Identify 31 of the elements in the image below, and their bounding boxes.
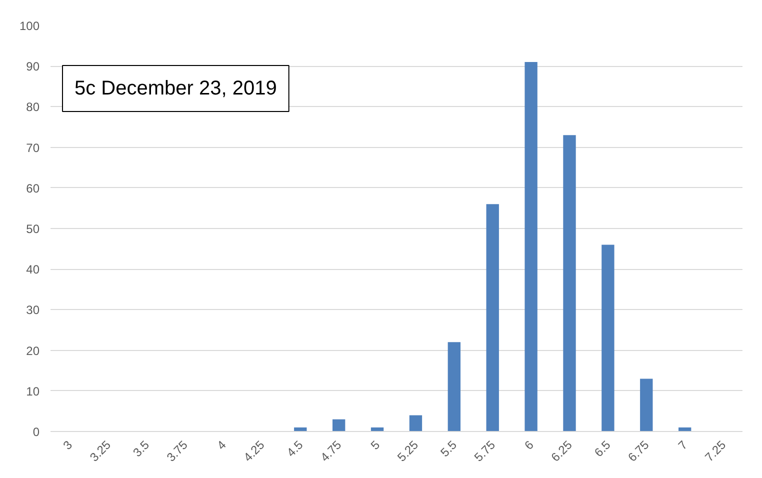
bar — [448, 342, 461, 432]
y-tick-label: 20 — [26, 344, 40, 358]
y-tick-label: 50 — [26, 222, 40, 236]
x-tick-label: 4 — [214, 438, 230, 453]
bar — [486, 204, 499, 432]
x-tick-label: 7 — [676, 438, 690, 453]
y-tick-label: 90 — [26, 60, 40, 74]
y-tick-label: 80 — [26, 100, 40, 114]
bar — [640, 378, 653, 432]
y-tick-label: 100 — [19, 19, 40, 33]
bar — [563, 135, 576, 432]
y-tick-label: 10 — [26, 384, 40, 398]
x-tick-label: 6.5 — [592, 438, 614, 460]
y-tick-label: 0 — [32, 425, 40, 439]
bar — [524, 62, 538, 432]
y-tick-label: 30 — [26, 303, 40, 318]
bar — [409, 415, 422, 432]
bar — [332, 419, 346, 432]
bar — [602, 244, 614, 432]
y-tick-label: 70 — [26, 140, 40, 155]
y-tick-label: 40 — [26, 262, 40, 277]
y-tick-label: 60 — [26, 181, 40, 196]
x-tick-label: 7.25 — [702, 438, 729, 464]
x-tick-label: 5 — [368, 438, 383, 453]
x-tick-label: 4.25 — [240, 438, 268, 464]
text: 5c December 23, 2019 — [74, 78, 277, 100]
x-tick-label: 3.5 — [130, 438, 152, 460]
x-tick-label: 6 — [522, 438, 537, 453]
x-tick-label: 3 — [60, 438, 76, 453]
x-tick-label: 5.5 — [438, 438, 460, 460]
x-tick-label: 4.5 — [284, 438, 306, 460]
